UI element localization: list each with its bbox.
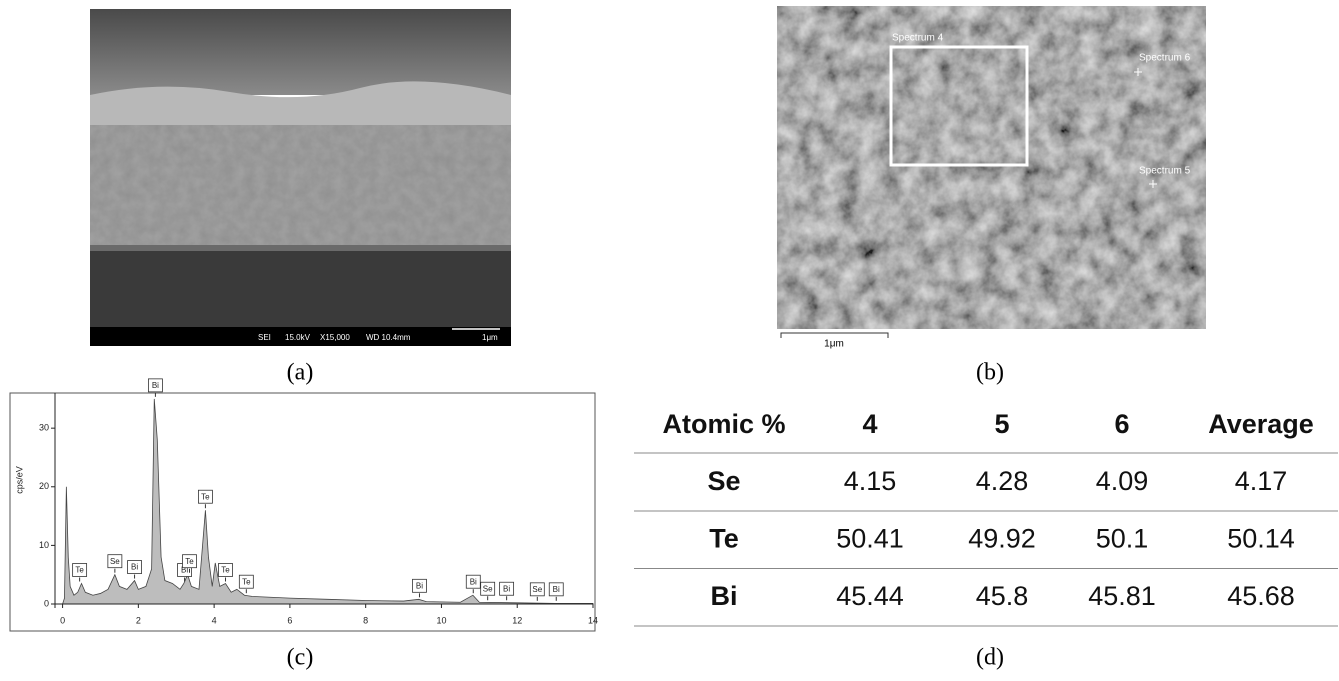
table-cell: 4.09 [1096,466,1149,496]
table-cell: 45.8 [976,581,1029,611]
spectrum-label: Spectrum 6 [1139,53,1191,64]
y-axis-label: cps/eV [14,466,24,494]
sem-info: SEI [258,333,271,342]
x-tick-label: 4 [212,615,217,625]
peak-label: Bi [470,577,477,586]
spectrum-chart: 0 10 20 30 0 2 4 6 8 10 12 14 Te Se Bi Bi Bi Te Te Te Te Bi Bi… [39,379,598,626]
table-cell: Se [707,466,740,496]
y-tick-label: 30 [39,423,49,433]
y-tick-label: 0 [44,598,49,608]
peak-label: Bi [503,584,510,593]
peak-label: Bi [553,585,560,594]
table-cell: 45.44 [836,581,904,611]
peak-label: Te [221,566,230,575]
table-cell: 4.17 [1235,466,1288,496]
x-tick-label: 10 [436,615,446,625]
panel-label: (a) [287,360,314,386]
x-tick-label: 14 [588,615,598,625]
spectrum-label: Spectrum 5 [1139,166,1191,177]
x-tick-label: 0 [60,615,65,625]
figure: SEI 15.0kV X15,000 WD 10.4mm 1μm (a) Spe… [0,0,1339,676]
table-cell: Te [709,524,739,554]
x-tick-label: 6 [287,615,292,625]
sem-info: WD 10.4mm [366,333,411,342]
table-cell: 45.68 [1227,581,1295,611]
scale-label: 1μm [824,339,844,350]
spectrum-area [63,399,593,604]
peak-label: Bi [416,581,423,590]
y-tick-label: 20 [39,481,49,491]
peak-label: Se [110,557,120,566]
panel-label: (b) [976,360,1004,386]
sem-info: 15.0kV [285,333,311,342]
table-cell: 50.1 [1096,524,1149,554]
y-tick-label: 10 [39,540,49,550]
table-cell: 4.28 [976,466,1029,496]
panel-label: (c) [287,645,314,671]
composition-table: Atomic % 4 5 6 Average Se 4.15 4.28 4.09 4.17 Te 50… [634,409,1338,626]
sem-info: 1μm [482,333,498,342]
x-tick-label: 12 [512,615,522,625]
table-cell: 45.81 [1088,581,1156,611]
table-cell: 4.15 [844,466,897,496]
table-header: 4 [862,409,877,439]
table-cell: 50.14 [1227,524,1295,554]
x-tick-label: 2 [136,615,141,625]
panel-label: (d) [976,645,1004,671]
peak-label: Bi [131,563,138,572]
table-header: Average [1208,409,1314,439]
table-cell: 49.92 [968,524,1036,554]
sem-info: X15,000 [320,333,350,342]
table-cell: Bi [711,581,738,611]
peak-label: Te [75,566,84,575]
spectrum-label: Spectrum 4 [892,33,944,44]
peak-label: Te [242,577,251,586]
sem-image-b: Spectrum 4 Spectrum 5 Spectrum 6 1μm [777,6,1206,350]
table-header: 6 [1114,409,1129,439]
table-header: 5 [994,409,1009,439]
peak-label: Se [483,584,493,593]
peak-label: Se [532,585,542,594]
table-cell: 50.41 [836,524,904,554]
x-tick-label: 8 [363,615,368,625]
peak-label: Te [185,557,194,566]
peak-label: Te [201,492,210,501]
table-header: Atomic % [662,409,785,439]
peak-label: Bi [152,381,159,390]
sem-image-a: SEI 15.0kV X15,000 WD 10.4mm 1μm [90,9,511,346]
